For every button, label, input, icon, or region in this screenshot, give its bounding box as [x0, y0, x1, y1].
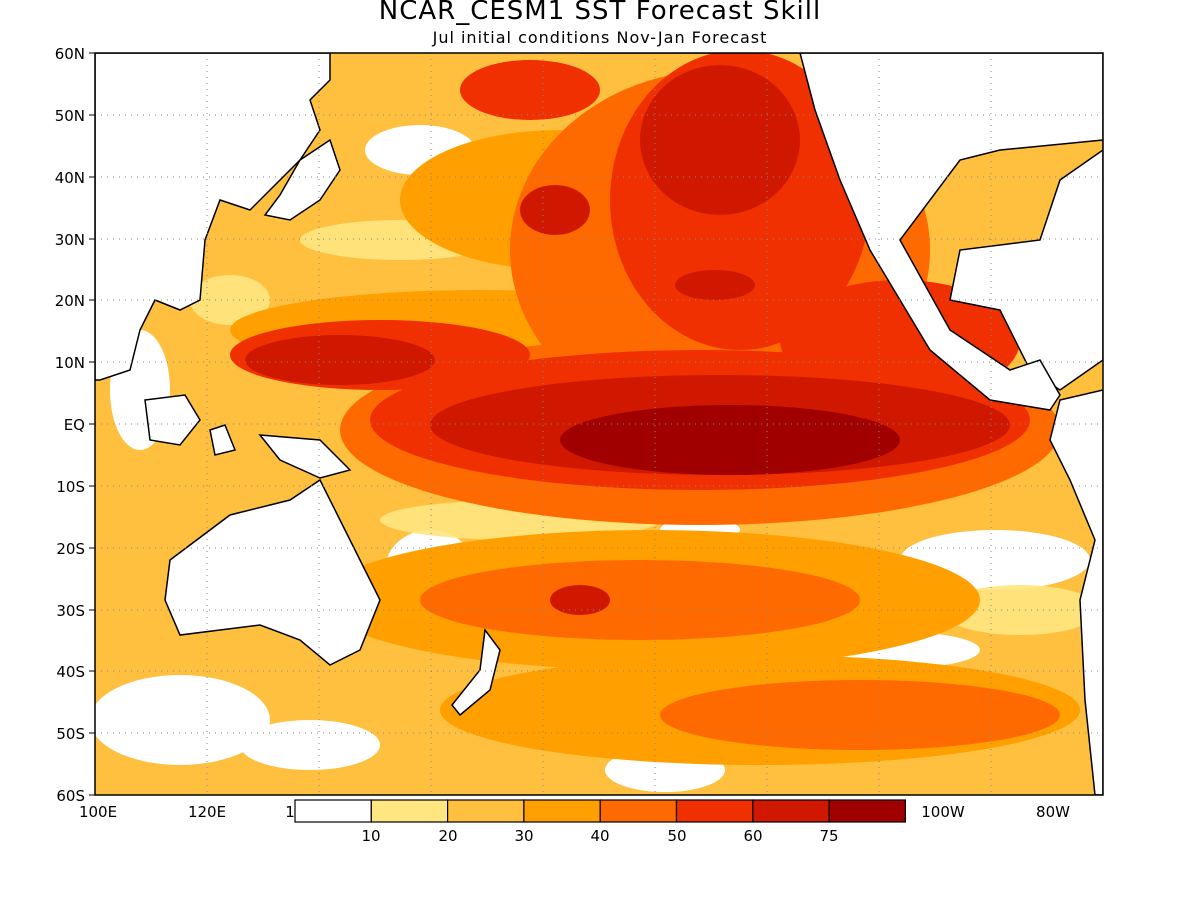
lat-label: 60S: [56, 787, 85, 805]
lat-label: 30N: [55, 231, 85, 249]
lon-label: 100E: [79, 803, 117, 821]
colorbar-swatch: [294, 799, 372, 823]
lat-label: 30S: [56, 602, 85, 620]
australia-land: [164, 478, 381, 666]
north-america-coast: [799, 53, 1103, 411]
colorbar-swatch: [599, 799, 678, 823]
asia-land: [95, 53, 331, 381]
lon-label: 100W: [921, 803, 965, 821]
japan-land: [263, 138, 341, 221]
map-title: NCAR_CESM1 SST Forecast Skill: [378, 0, 822, 26]
colorbar-label: 10: [361, 827, 380, 845]
new-guinea-land: [258, 434, 352, 479]
lat-labels: 60N 50N 40N 30N 20N 10N EQ 10S 20S 30S 4…: [55, 45, 85, 805]
colorbar-swatch: [523, 799, 601, 823]
lat-ticks: [89, 52, 95, 796]
lat-label: 40N: [55, 169, 85, 187]
lat-label: 20N: [55, 292, 85, 310]
lon-label: 80W: [1036, 803, 1070, 821]
colorbar-swatch: [752, 799, 830, 823]
new-zealand-land: [451, 628, 501, 717]
map-subtitle: Jul initial conditions Nov-Jan Forecast: [432, 28, 768, 47]
colorbar-label: 20: [438, 827, 457, 845]
skill-field: [95, 53, 1103, 795]
south-america-land: [1049, 389, 1103, 795]
lat-label: 50N: [55, 107, 85, 125]
lon-label: 120E: [188, 803, 226, 821]
colorbar-swatch: [370, 799, 449, 823]
colorbar-label: 50: [667, 827, 686, 845]
colorbar-swatch: [675, 799, 754, 823]
lat-label: 50S: [56, 725, 85, 743]
borneo-land: [144, 394, 201, 446]
colorbar-swatch: [447, 799, 525, 823]
skill-above-75-zone: [560, 405, 900, 475]
colorbar: 10 20 30 40 50 60 75: [294, 799, 906, 845]
colorbar-swatch: [828, 799, 906, 823]
graticule: [95, 53, 1103, 795]
lat-label: EQ: [64, 416, 85, 434]
lon-label: 1: [285, 803, 295, 821]
land-masses: [95, 53, 1103, 795]
sulawesi-land: [209, 424, 237, 456]
colorbar-label: 40: [590, 827, 609, 845]
lat-label: 10S: [56, 478, 85, 496]
colorbar-label: 60: [743, 827, 762, 845]
colorbar-label: 30: [514, 827, 533, 845]
lat-label: 10N: [55, 354, 85, 372]
lon-labels: 100E 120E 1 100W 80W: [79, 803, 1070, 821]
north-america-land: [580, 53, 1103, 391]
colorbar-label: 75: [819, 827, 838, 845]
lat-label: 40S: [56, 663, 85, 681]
lat-label: 20S: [56, 540, 85, 558]
lat-label: 60N: [55, 45, 85, 63]
